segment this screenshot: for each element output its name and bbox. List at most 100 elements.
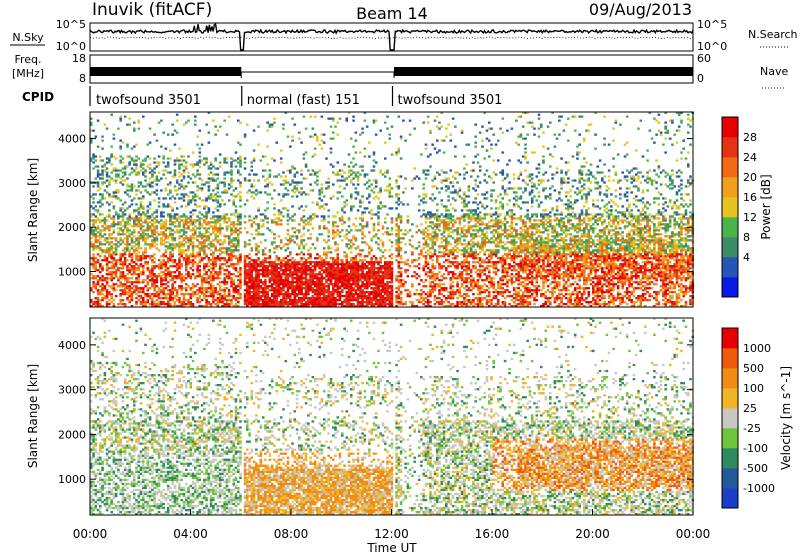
power-cell — [119, 271, 122, 274]
power-cell — [246, 191, 249, 194]
power-cell — [264, 185, 267, 188]
power-cell — [252, 267, 256, 270]
power-cell — [205, 215, 208, 218]
power-cell — [361, 231, 364, 234]
power-cell — [332, 257, 335, 260]
power-cell — [175, 275, 179, 278]
power-cell — [146, 289, 150, 292]
power-cell — [162, 297, 165, 300]
power-cell — [377, 229, 380, 232]
power-cell — [135, 193, 138, 196]
power-cell — [404, 177, 407, 180]
power-cell — [261, 267, 265, 270]
power-cell — [137, 299, 141, 302]
power-cell — [424, 285, 428, 288]
power-cell — [144, 279, 147, 282]
power-cell — [354, 255, 358, 258]
power-cell — [268, 175, 272, 178]
power-cell — [424, 173, 428, 176]
power-cell — [255, 303, 258, 306]
power-cell — [354, 279, 358, 282]
power-cell — [173, 163, 177, 166]
power-cell — [105, 269, 109, 272]
power-cell — [221, 257, 224, 260]
power-cell — [356, 263, 360, 266]
power-cell — [94, 159, 98, 162]
power-cell — [103, 181, 107, 184]
power-cell — [185, 161, 188, 164]
power-cell — [110, 217, 113, 220]
power-cell — [144, 157, 147, 160]
power-cell — [216, 201, 220, 204]
power-cell — [286, 285, 290, 288]
power-cell — [334, 271, 337, 274]
power-cell — [350, 271, 353, 274]
power-cell — [318, 205, 321, 208]
power-cell — [325, 291, 328, 294]
power-cell — [368, 251, 371, 254]
power-cell — [121, 261, 125, 264]
power-cell — [302, 273, 306, 276]
power-cell — [92, 301, 95, 304]
power-cell — [384, 263, 387, 266]
power-cell — [291, 181, 294, 184]
power-cell — [221, 227, 224, 230]
power-cell — [275, 263, 278, 266]
power-cell — [164, 177, 168, 180]
power-cell — [101, 139, 104, 142]
power-cell — [302, 261, 306, 264]
power-cell — [327, 277, 330, 280]
power-cell — [105, 167, 109, 170]
power-cell — [411, 223, 414, 226]
power-cell — [110, 237, 113, 240]
power-cell — [311, 265, 315, 268]
power-cell — [347, 261, 351, 264]
power-cell — [148, 163, 152, 166]
power-cell — [354, 237, 358, 240]
power-cell — [119, 299, 122, 302]
power-cell — [182, 239, 186, 242]
power-cell — [142, 225, 145, 228]
power-cell — [257, 271, 260, 274]
power-cell — [304, 301, 308, 304]
power-cell — [406, 203, 410, 206]
power-cell — [268, 263, 272, 266]
power-cell — [420, 289, 423, 292]
power-cell — [227, 239, 231, 242]
power-cell — [345, 287, 349, 290]
power-cell — [137, 185, 141, 188]
power-cell — [286, 303, 290, 306]
power-cell — [173, 161, 177, 164]
power-cell — [203, 199, 206, 202]
power-cell — [142, 185, 145, 188]
power-cell — [388, 183, 392, 186]
power-cell — [92, 231, 95, 234]
power-cell — [135, 277, 138, 280]
power-cell — [114, 243, 118, 246]
power-cell — [135, 255, 138, 258]
power-cell — [377, 269, 380, 272]
power-cell — [365, 243, 369, 246]
power-cell — [92, 219, 95, 222]
power-cell — [221, 191, 224, 194]
power-cell — [329, 277, 333, 280]
power-cell — [175, 289, 179, 292]
power-cell — [185, 217, 188, 220]
power-cell — [155, 221, 159, 224]
power-cell — [356, 299, 360, 302]
power-cell — [284, 193, 288, 196]
power-cell — [155, 161, 159, 164]
power-cell — [250, 263, 254, 266]
power-cell — [225, 261, 229, 264]
power-cell — [343, 235, 346, 238]
power-cell — [223, 157, 226, 160]
power-cell — [390, 303, 394, 306]
power-cell — [261, 253, 265, 256]
power-cell — [302, 277, 306, 280]
power-cell — [185, 231, 188, 234]
power-cell — [223, 281, 226, 284]
power-cell — [94, 209, 98, 212]
power-cell — [429, 271, 432, 274]
power-cell — [332, 271, 335, 274]
power-cell — [363, 155, 367, 158]
